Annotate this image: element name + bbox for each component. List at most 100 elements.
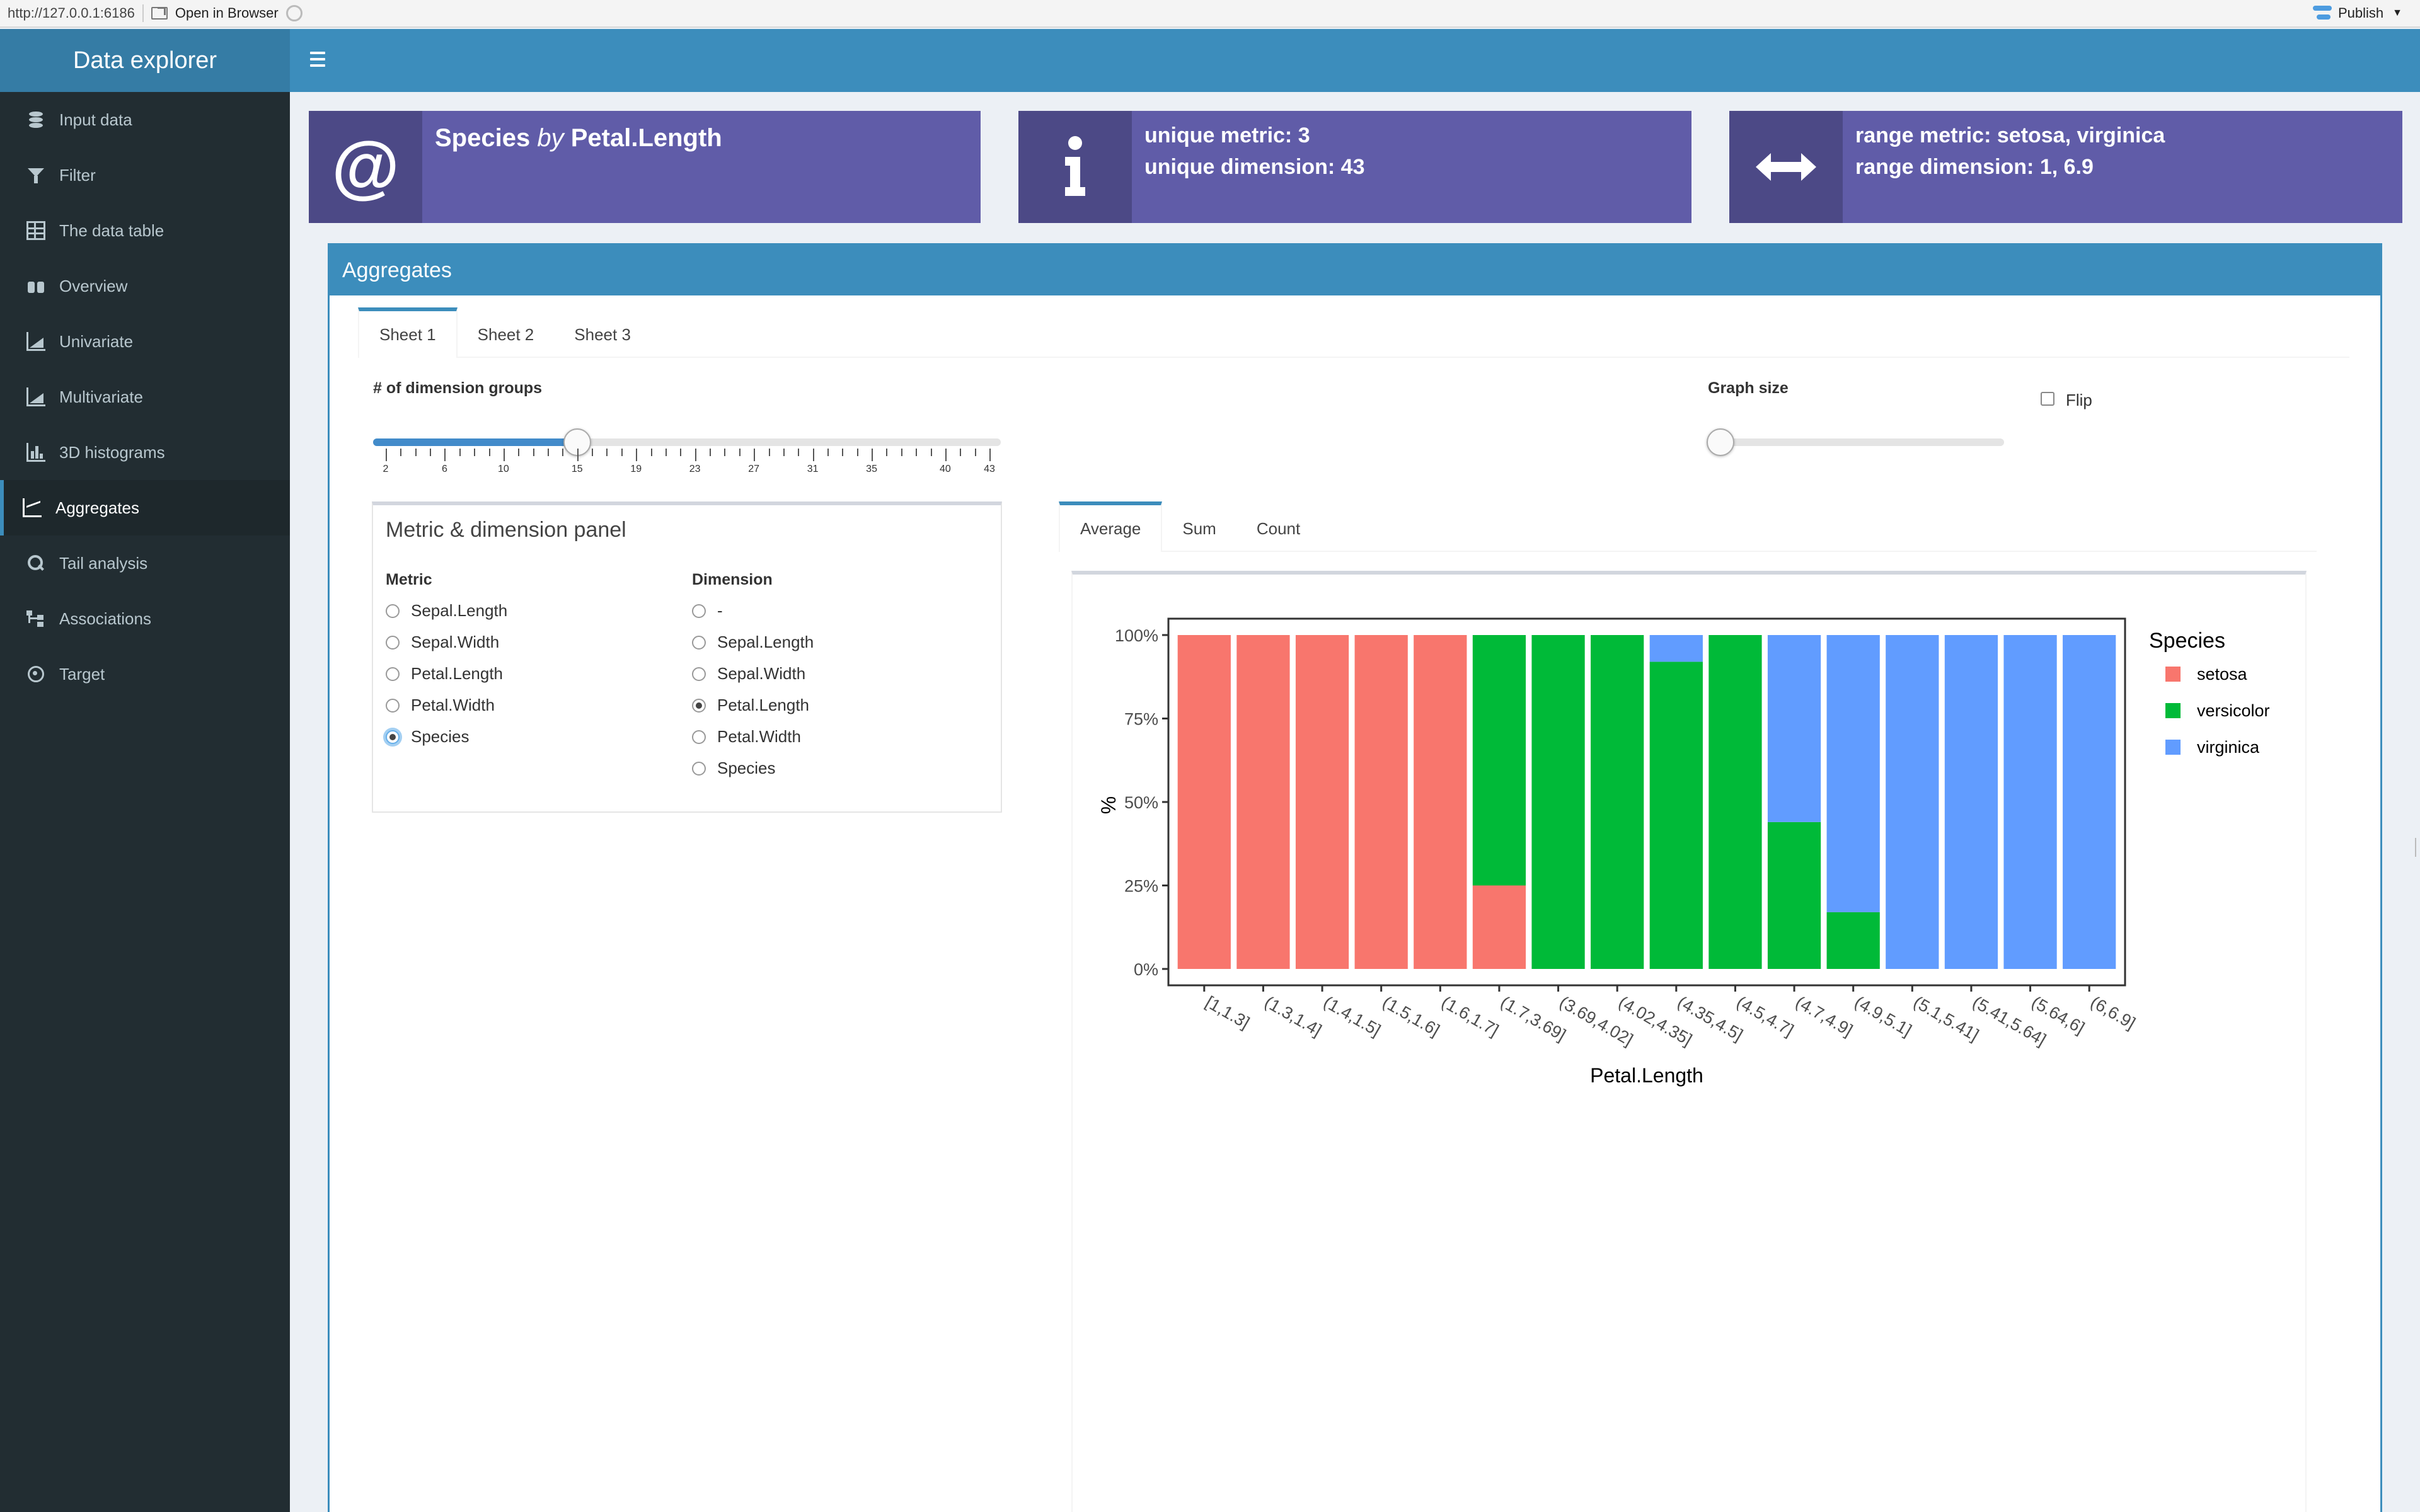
dimension-option[interactable]: - — [692, 601, 723, 621]
radio-button[interactable] — [386, 698, 400, 713]
metric-option[interactable]: Species — [386, 727, 470, 747]
slider-tick — [842, 449, 844, 456]
sidebar-item-univariate[interactable]: Univariate — [0, 314, 290, 369]
refresh-icon[interactable] — [285, 5, 302, 21]
metric-option[interactable]: Petal.Width — [386, 696, 495, 715]
metric-option-label: Sepal.Width — [411, 633, 500, 651]
arrows-horizontal-icon — [1729, 111, 1843, 223]
sidebar-item-3d-histograms[interactable]: 3D histograms — [0, 425, 290, 480]
groups-label: # of dimension groups — [373, 379, 543, 397]
slider-tick — [901, 449, 902, 456]
tab-sheet-1[interactable]: Sheet 1 — [358, 307, 458, 358]
slider-tick — [562, 449, 564, 456]
slider-tick — [650, 449, 652, 456]
at-sign-icon: @ — [309, 111, 422, 223]
dimension-option-label: - — [717, 601, 723, 620]
slider-tick — [459, 449, 461, 456]
slider-handle[interactable] — [563, 428, 591, 456]
range-metric-text: range metric: setosa, virginica — [1855, 123, 2165, 147]
sidebar-item-aggregates[interactable]: Aggregates — [0, 480, 290, 536]
tab-sum[interactable]: Sum — [1182, 518, 1216, 538]
radio-button[interactable] — [692, 635, 706, 650]
bar-segment-versicolor — [1767, 822, 1821, 969]
radio-button[interactable] — [692, 604, 706, 618]
dimension-option[interactable]: Sepal.Length — [692, 633, 814, 652]
sidebar-item-overview[interactable]: Overview — [0, 258, 290, 314]
sidebar-item-target[interactable]: Target — [0, 646, 290, 702]
x-tick-label: (6,6.9] — [2087, 992, 2138, 1033]
radio-button[interactable] — [692, 761, 706, 776]
bar-segment-setosa — [1177, 635, 1231, 969]
slider-tick-label: 23 — [689, 464, 701, 474]
metric-option[interactable]: Sepal.Width — [386, 633, 499, 652]
radio-button[interactable] — [692, 730, 706, 744]
slider-tick — [430, 449, 432, 456]
radio-button[interactable] — [386, 667, 400, 681]
database-icon — [26, 110, 45, 129]
sidebar-item-associations[interactable]: Associations — [0, 591, 290, 646]
dimension-option-label: Species — [717, 759, 776, 777]
table-icon — [26, 221, 45, 240]
bar-segment-versicolor — [1708, 635, 1762, 969]
bar-segment-setosa — [1295, 635, 1349, 969]
graph-size-slider[interactable] — [1709, 438, 2004, 446]
radio-button[interactable] — [386, 635, 400, 650]
sidebar-item-tail-analysis[interactable]: Tail analysis — [0, 536, 290, 591]
metric-option-label: Sepal.Length — [411, 601, 508, 620]
graph-size-handle[interactable] — [1707, 428, 1734, 456]
sidebar-item-label: Target — [59, 664, 105, 684]
filter-icon — [26, 166, 45, 185]
publish-button[interactable]: Publish ▼ — [2313, 5, 2402, 21]
slider-tick-label: 40 — [939, 464, 951, 474]
dimension-option[interactable]: Sepal.Width — [692, 664, 805, 684]
dimension-option[interactable]: Petal.Length — [692, 696, 809, 715]
dimension-option[interactable]: Petal.Width — [692, 727, 801, 747]
metric-option[interactable]: Sepal.Length — [386, 601, 507, 621]
open-in-browser-button[interactable]: Open in Browser — [151, 5, 279, 21]
dimension-option[interactable]: Species — [692, 759, 776, 778]
sidebar-item-input-data[interactable]: Input data — [0, 92, 290, 147]
sidebar-item-data-table[interactable]: The data table — [0, 203, 290, 258]
sidebar-item-multivariate[interactable]: Multivariate — [0, 369, 290, 425]
sidebar-item-filter[interactable]: Filter — [0, 147, 290, 203]
tab-average[interactable]: Average — [1059, 501, 1163, 552]
slider-major-tick — [945, 449, 947, 461]
tab-sheet-3[interactable]: Sheet 3 — [574, 324, 631, 344]
metric-option[interactable]: Petal.Length — [386, 664, 503, 684]
slider-tick — [974, 449, 976, 456]
flip-checkbox[interactable] — [2041, 392, 2054, 406]
sheet-tabs: Sheet 1 Sheet 2 Sheet 3 — [358, 307, 2349, 358]
tab-sheet-2[interactable]: Sheet 2 — [477, 324, 534, 344]
bar-segment-versicolor — [1826, 912, 1880, 969]
slider-major-tick — [386, 449, 387, 461]
slider-tick — [488, 449, 490, 456]
bar-segment-virginica — [1886, 635, 1939, 969]
slider-major-tick — [812, 449, 814, 461]
radio-button[interactable] — [692, 698, 706, 713]
radio-button[interactable] — [386, 604, 400, 618]
sidebar-item-label: Input data — [59, 110, 132, 129]
x-axis-label: Petal.Length — [1590, 1064, 1703, 1087]
bar-segment-virginica — [1826, 635, 1880, 912]
resize-handle[interactable] — [2415, 838, 2420, 857]
sidebar-item-label: 3D histograms — [59, 442, 165, 462]
slider-tick — [960, 449, 962, 456]
x-tick-label: (4.9,5.1] — [1852, 992, 1915, 1040]
radio-button[interactable] — [692, 667, 706, 681]
dimension-option-label: Petal.Width — [717, 727, 801, 746]
slider-tick — [548, 449, 550, 456]
chevron-down-icon[interactable]: ▼ — [2392, 8, 2402, 18]
tab-count[interactable]: Count — [1256, 518, 1301, 538]
slider-tick-label: 10 — [498, 464, 509, 474]
sidebar-toggle-icon[interactable] — [310, 52, 328, 68]
radio-button[interactable] — [386, 730, 400, 744]
legend-key-setosa — [2165, 667, 2181, 682]
sidebar-item-label: Tail analysis — [59, 553, 148, 573]
slider-tick — [827, 449, 829, 456]
metric-option-label: Species — [411, 727, 470, 746]
app-brand[interactable]: Data explorer — [0, 29, 290, 92]
bar-segment-setosa — [1414, 635, 1467, 969]
slider-tick-label: 19 — [630, 464, 642, 474]
bar-segment-versicolor — [1531, 635, 1585, 969]
slider-tick — [724, 449, 726, 456]
